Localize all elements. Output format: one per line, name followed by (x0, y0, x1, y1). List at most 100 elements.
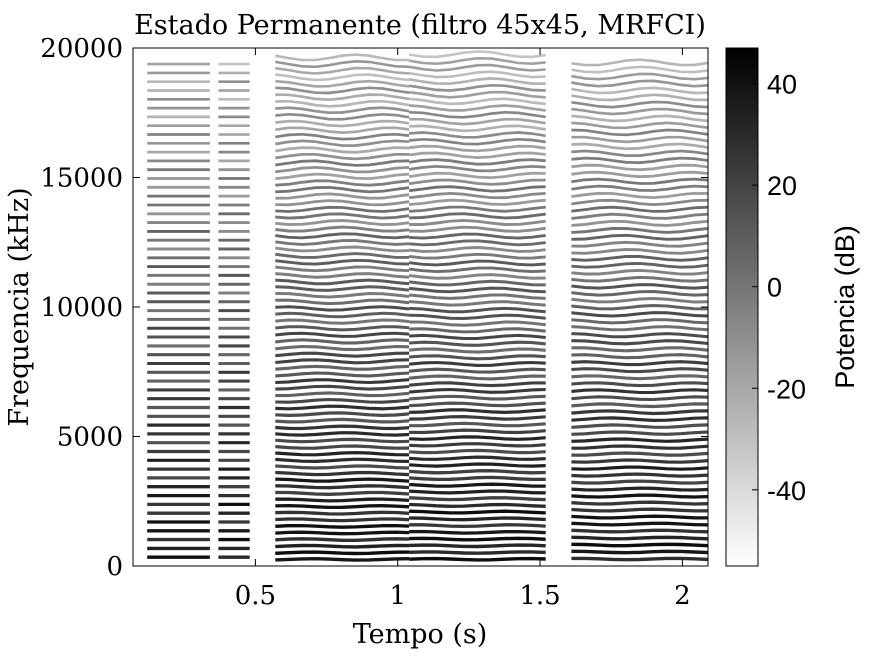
harmonic-band (275, 424, 410, 431)
harmonic-band (571, 437, 708, 443)
colorbar-tick-label: 20 (767, 171, 797, 201)
harmonic-band (409, 428, 546, 435)
harmonic-band (275, 232, 410, 240)
harmonic-band (275, 331, 410, 338)
harmonic-band (275, 484, 410, 490)
harmonic-band (409, 414, 546, 421)
harmonic-band (571, 409, 708, 416)
harmonic-band (275, 192, 410, 200)
harmonic-band (408, 198, 546, 206)
harmonic-band (275, 165, 410, 174)
harmonic-band (275, 219, 410, 227)
harmonic-band (275, 93, 410, 102)
harmonic-band (409, 104, 546, 112)
harmonic-band (275, 364, 410, 371)
harmonic-band (275, 239, 410, 246)
harmonic-band (275, 510, 410, 516)
harmonic-band (275, 73, 410, 82)
harmonic-band (275, 391, 410, 398)
harmonic-band (571, 191, 708, 200)
harmonic-band (571, 233, 708, 241)
harmonic-band (409, 482, 546, 488)
harmonic-band (275, 490, 410, 496)
harmonic-band (275, 119, 410, 128)
y-tick-label: 10000 (40, 293, 123, 323)
harmonic-band (571, 416, 708, 423)
harmonic-band (571, 423, 708, 429)
harmonic-band (408, 246, 546, 253)
colorbar-tick-label: -20 (767, 374, 806, 404)
harmonic-band (409, 306, 546, 314)
harmonic-band (571, 458, 708, 464)
harmonic-band (409, 110, 546, 119)
harmonic-band (275, 470, 410, 477)
harmonic-band (275, 159, 410, 167)
harmonic-band (571, 444, 708, 450)
harmonic-band (275, 311, 410, 319)
harmonic-band (275, 212, 410, 220)
harmonic-band (275, 272, 410, 279)
harmonic-band (409, 225, 546, 233)
harmonic-band (571, 93, 708, 102)
harmonic-band (409, 536, 546, 542)
harmonic-band (571, 156, 708, 165)
x-tick-label: 1.5 (519, 581, 560, 611)
harmonic-band (275, 86, 410, 95)
harmonic-band (571, 121, 708, 130)
harmonic-band (571, 128, 708, 137)
harmonic-band (409, 401, 546, 408)
harmonic-band (571, 514, 708, 520)
harmonic-band (408, 469, 546, 475)
harmonic-band (275, 550, 410, 556)
harmonic-band (275, 132, 410, 141)
harmonic-band (275, 318, 410, 325)
harmonic-band (571, 142, 708, 151)
harmonic-band (275, 464, 410, 470)
harmonic-band (408, 158, 546, 166)
harmonic-band (275, 265, 410, 273)
harmonic-band (409, 232, 546, 240)
harmonic-band (571, 486, 708, 492)
harmonic-band (571, 219, 708, 227)
harmonic-band (571, 247, 708, 255)
harmonic-band (408, 171, 546, 180)
harmonic-band (409, 327, 546, 334)
harmonic-band (409, 523, 546, 529)
harmonic-band (571, 542, 708, 548)
harmonic-band (571, 205, 708, 213)
harmonic-band (275, 146, 410, 154)
y-tick-label: 15000 (40, 164, 123, 194)
harmonic-band (571, 58, 708, 67)
spectrogram-segment (571, 58, 708, 562)
harmonic-band (409, 502, 546, 508)
harmonic-band (275, 444, 410, 450)
harmonic-band (571, 528, 708, 534)
harmonic-band (571, 212, 708, 220)
x-tick-label: 1 (389, 581, 406, 611)
colorbar-tick-label: -40 (767, 476, 806, 506)
harmonic-band (408, 63, 546, 72)
harmonic-band (571, 430, 708, 436)
harmonic-band (571, 86, 708, 95)
harmonic-band (571, 311, 708, 318)
harmonic-band (275, 99, 410, 108)
harmonic-band (571, 374, 708, 381)
harmonic-band (275, 371, 410, 378)
harmonic-band (571, 395, 708, 402)
harmonic-band (571, 255, 708, 262)
harmonic-band (571, 268, 708, 276)
harmonic-band (275, 556, 410, 562)
harmonic-band (571, 325, 708, 332)
harmonic-band (275, 252, 410, 259)
harmonic-band (275, 358, 410, 365)
harmonic-band (409, 448, 546, 455)
harmonic-band (275, 497, 410, 503)
harmonic-band (408, 178, 546, 186)
harmonic-band (408, 70, 546, 79)
harmonic-band (275, 457, 410, 464)
harmonic-band (275, 153, 410, 161)
spectrogram-image (147, 50, 708, 562)
harmonic-band (275, 325, 410, 332)
harmonic-band (409, 509, 546, 515)
harmonic-band (409, 212, 546, 220)
